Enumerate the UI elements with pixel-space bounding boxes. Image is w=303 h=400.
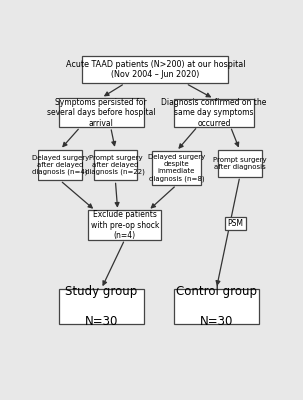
Text: Symptoms persisted for
several days before hospital
arrival: Symptoms persisted for several days befo… [47, 98, 155, 128]
FancyBboxPatch shape [174, 289, 259, 324]
Text: Prompt surgery
after delayed
diagnosis (n=22): Prompt surgery after delayed diagnosis (… [85, 155, 145, 175]
Text: Delayed surgery
after delayed
diagnosis (n=4): Delayed surgery after delayed diagnosis … [32, 155, 89, 175]
FancyBboxPatch shape [174, 99, 254, 126]
Text: PSM: PSM [227, 219, 243, 228]
Text: Control group

N=30: Control group N=30 [176, 285, 257, 328]
FancyBboxPatch shape [59, 98, 144, 127]
FancyBboxPatch shape [94, 150, 137, 180]
Text: Acute TAAD patients (N>200) at our hospital
(Nov 2004 – Jun 2020): Acute TAAD patients (N>200) at our hospi… [65, 60, 245, 79]
FancyBboxPatch shape [59, 289, 144, 324]
Text: Study group

N=30: Study group N=30 [65, 285, 137, 328]
FancyBboxPatch shape [225, 217, 246, 230]
Text: Delayed surgery
despite
immediate
diagnosis (n=8): Delayed surgery despite immediate diagno… [148, 154, 205, 182]
FancyBboxPatch shape [38, 150, 82, 180]
Text: Prompt surgery
after diagnosis: Prompt surgery after diagnosis [213, 157, 267, 170]
Text: Diagnosis confirmed on the
same day symptoms
occurred: Diagnosis confirmed on the same day symp… [161, 98, 267, 128]
FancyBboxPatch shape [88, 210, 161, 240]
Text: Exclude patients
with pre-op shock
(n=4): Exclude patients with pre-op shock (n=4) [91, 210, 159, 240]
FancyBboxPatch shape [152, 151, 201, 185]
FancyBboxPatch shape [82, 56, 228, 84]
FancyBboxPatch shape [218, 150, 261, 176]
